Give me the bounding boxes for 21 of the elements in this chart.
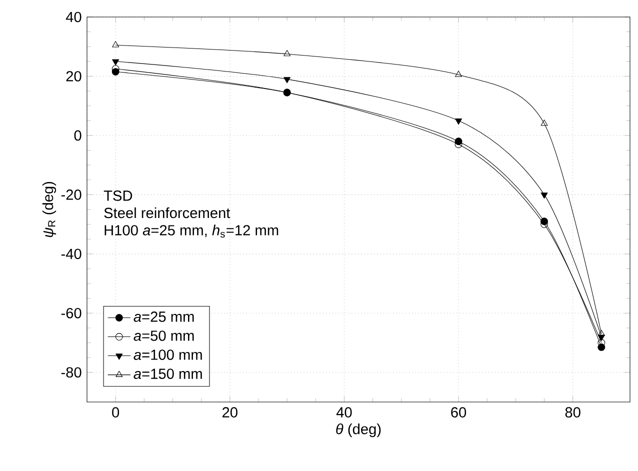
x-axis-title: θ (deg) (336, 424, 381, 438)
x-tick-label: 20 (222, 407, 238, 418)
x-tick-label: 0 (112, 407, 120, 418)
legend-label: a=50 mm (134, 330, 194, 341)
y-tick-label: 40 (66, 12, 82, 22)
legend-label: a=25 mm (134, 312, 194, 322)
y-tick-label: -20 (61, 190, 82, 200)
x-tick-label: 80 (565, 407, 580, 418)
x-tick-label: 40 (336, 407, 352, 418)
x-tick-label: 60 (451, 407, 466, 418)
y-tick-label: 0 (74, 130, 82, 141)
legend-label: a=150 mm (134, 368, 202, 379)
legend-label: a=100 mm (134, 350, 202, 360)
annotation: Steel reinforcement (104, 207, 230, 218)
annotation: TSD (104, 190, 132, 201)
annotation: H100 a=25 mm, h$_{s}$=12 mm (104, 224, 278, 238)
y-tick-label: -80 (61, 367, 82, 378)
y-tick-label: -60 (61, 308, 82, 318)
y-axis-title: ψ$_{R}$ (deg) (42, 182, 56, 238)
y-tick-label: 20 (66, 71, 82, 82)
y-tick-label: -40 (61, 248, 82, 260)
